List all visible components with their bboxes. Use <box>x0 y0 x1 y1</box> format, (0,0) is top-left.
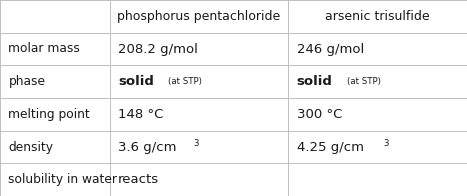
Text: 208.2 g/mol: 208.2 g/mol <box>118 43 198 55</box>
Text: density: density <box>8 141 53 153</box>
Text: 4.25 g/cm: 4.25 g/cm <box>297 141 363 153</box>
Text: (at STP): (at STP) <box>168 77 202 86</box>
Text: molar mass: molar mass <box>8 43 80 55</box>
Text: melting point: melting point <box>8 108 90 121</box>
Text: solid: solid <box>297 75 333 88</box>
Text: solid: solid <box>118 75 154 88</box>
Text: phase: phase <box>8 75 45 88</box>
Text: reacts: reacts <box>118 173 159 186</box>
Text: 3: 3 <box>194 139 199 148</box>
Text: solubility in water: solubility in water <box>8 173 117 186</box>
Text: 3: 3 <box>383 139 389 148</box>
Text: 3.6 g/cm: 3.6 g/cm <box>118 141 177 153</box>
Text: phosphorus pentachloride: phosphorus pentachloride <box>117 10 281 23</box>
Text: arsenic trisulfide: arsenic trisulfide <box>325 10 430 23</box>
Text: 148 °C: 148 °C <box>118 108 163 121</box>
Text: 300 °C: 300 °C <box>297 108 342 121</box>
Text: 246 g/mol: 246 g/mol <box>297 43 364 55</box>
Text: (at STP): (at STP) <box>347 77 381 86</box>
